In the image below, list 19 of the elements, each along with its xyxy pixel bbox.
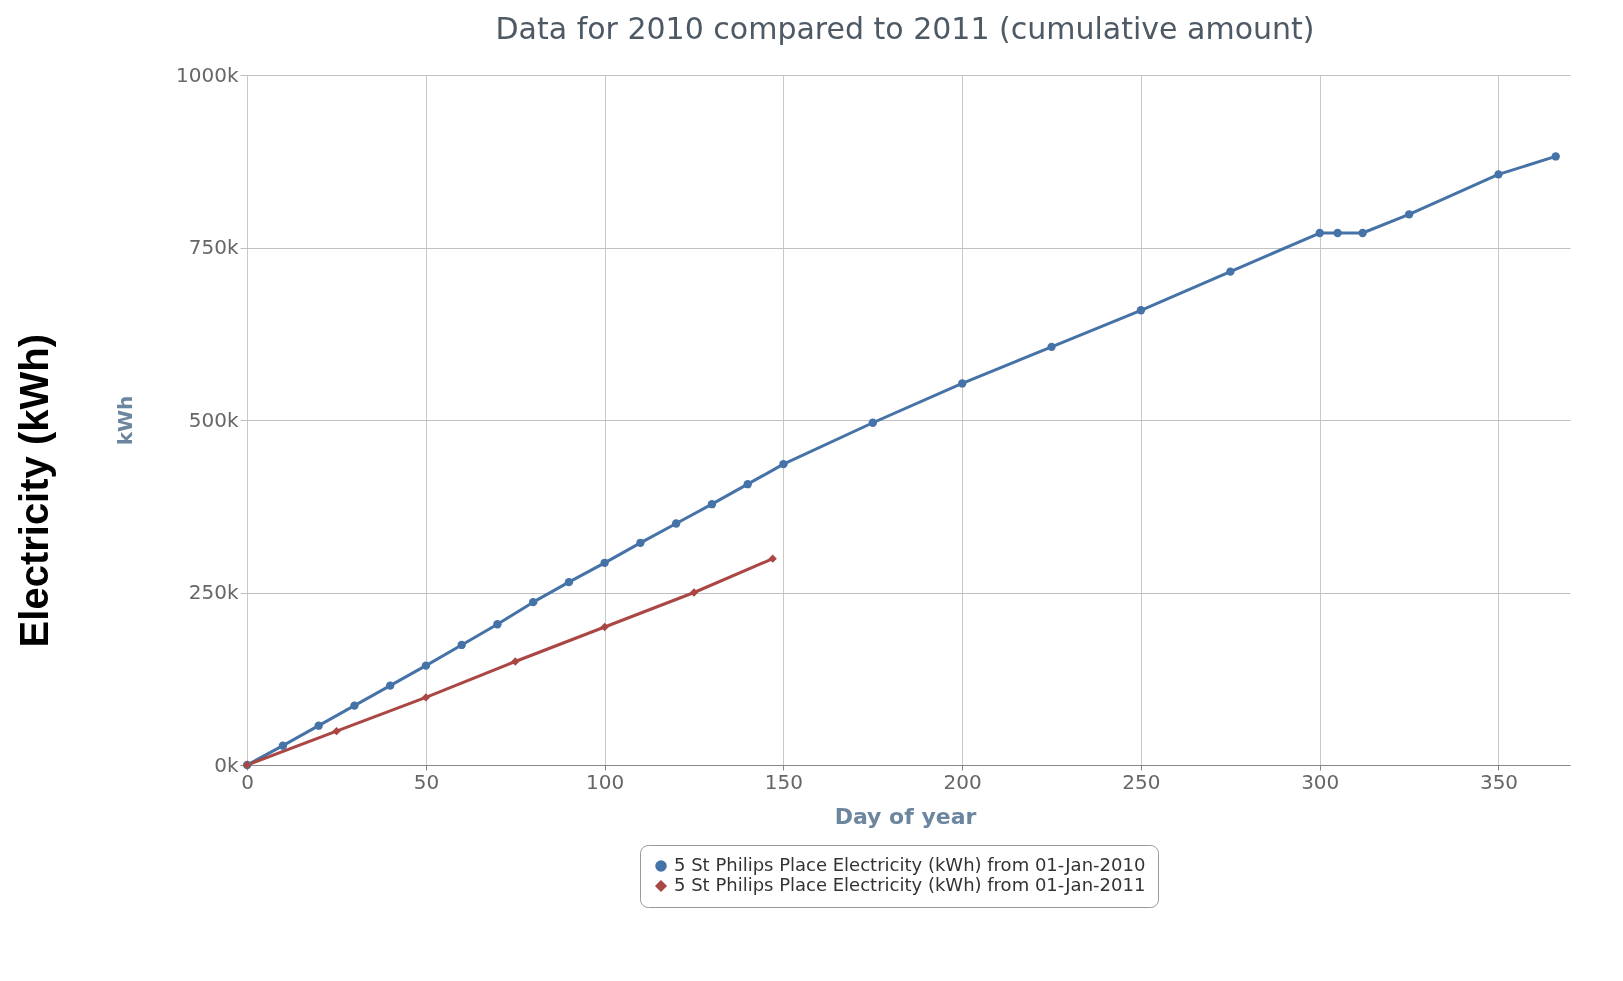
- y-tick-label: 750k: [188, 235, 239, 259]
- legend-label: 5 St Philips Place Electricity (kWh) from 01-Jan-2011: [674, 874, 1146, 895]
- x-tick-label: 50: [413, 769, 440, 794]
- x-tick-label: 0: [241, 769, 255, 794]
- y-axis-title: kWh: [113, 395, 138, 446]
- x-axis-title: Day of year: [834, 803, 977, 829]
- y-tick-label: 500k: [188, 407, 239, 432]
- y-tick-label: 1000k: [176, 62, 239, 87]
- y-tick-label: 250k: [188, 580, 239, 604]
- x-tick-label: 150: [764, 769, 804, 794]
- x-tick-label: 300: [1301, 769, 1340, 794]
- y-tick-label: 0k: [214, 752, 239, 777]
- text: Electricity (kWh): [12, 333, 57, 648]
- x-tick-label: 200: [943, 769, 982, 794]
- x-tick-label: 100: [586, 769, 625, 794]
- x-tick-label: 250: [1122, 769, 1161, 794]
- chart-title: Data for 2010 compared to 2011 (cumulative amount): [495, 11, 1315, 46]
- legend-label: 5 St Philips Place Electricity (kWh) from 01-Jan-2010: [674, 854, 1146, 875]
- x-tick-label: 350: [1479, 769, 1519, 794]
